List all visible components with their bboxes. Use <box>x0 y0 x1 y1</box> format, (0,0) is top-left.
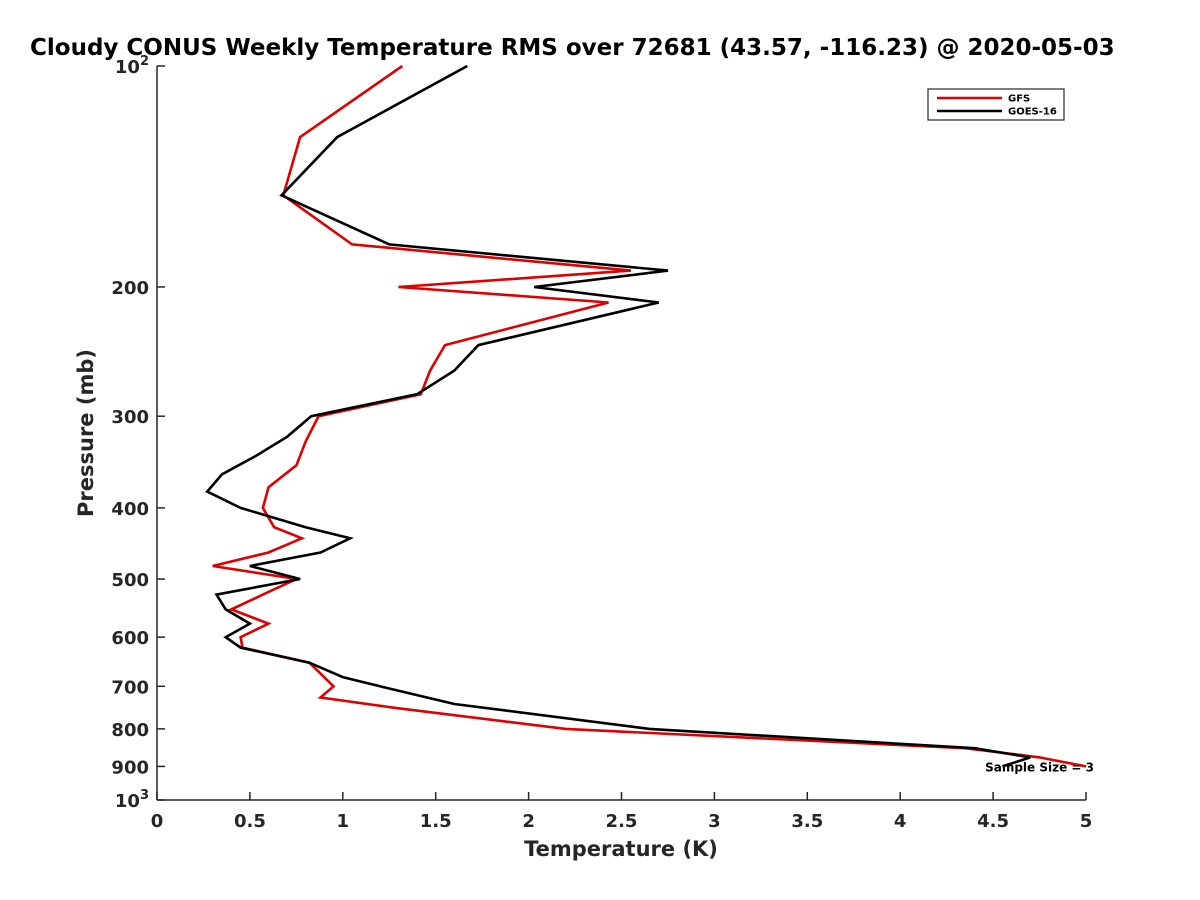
series-line-1 <box>212 64 1087 768</box>
y-tick-label: 102 <box>115 54 149 78</box>
y-tick-label: 400 <box>111 499 149 520</box>
y-tick-label: 700 <box>111 677 149 698</box>
x-tick-label: 4 <box>894 811 907 832</box>
y-tick-label: 500 <box>111 570 149 591</box>
x-tick-label: 0 <box>151 811 164 832</box>
x-tick-label: 0.5 <box>234 811 266 832</box>
x-tick-label: 3 <box>708 811 721 832</box>
legend-box <box>927 88 1065 121</box>
y-axis-label: Pressure (mb) <box>74 349 98 517</box>
x-axis-label: Temperature (K) <box>524 837 718 861</box>
x-tick-label: 4.5 <box>977 811 1009 832</box>
legend-label: GFS <box>1008 94 1030 105</box>
y-tick-label: 200 <box>111 278 149 299</box>
x-tick-label: 3.5 <box>791 811 823 832</box>
x-tick-label: 1 <box>337 811 350 832</box>
y-tick-label: 600 <box>111 628 149 649</box>
legend: GFS GOES-16 <box>927 88 1065 121</box>
y-tick-label: 103 <box>115 788 149 812</box>
x-tick-label: 2 <box>522 811 535 832</box>
legend-label: GOES-16 <box>1008 107 1057 118</box>
sample-size-annotation: Sample Size = 3 <box>985 760 1094 774</box>
series-line-2 <box>205 64 1031 768</box>
y-tick-label: 300 <box>111 407 149 428</box>
y-tick-label: 800 <box>111 720 149 741</box>
x-tick-label: 1.5 <box>420 811 452 832</box>
plot-area <box>156 66 1086 801</box>
y-tick-label: 900 <box>111 757 149 778</box>
y-axis-ticks: 102 200 300 400 500 600 700 800 900 103 <box>111 54 165 812</box>
x-axis-ticks: 0 0.5 1 1.5 2 2.5 3 3.5 4 4.5 5 <box>151 792 1093 832</box>
x-tick-label: 5 <box>1080 811 1093 832</box>
chart-title: Cloudy CONUS Weekly Temperature RMS over… <box>30 35 1115 61</box>
series-layer <box>205 64 1087 768</box>
x-tick-label: 2.5 <box>606 811 638 832</box>
